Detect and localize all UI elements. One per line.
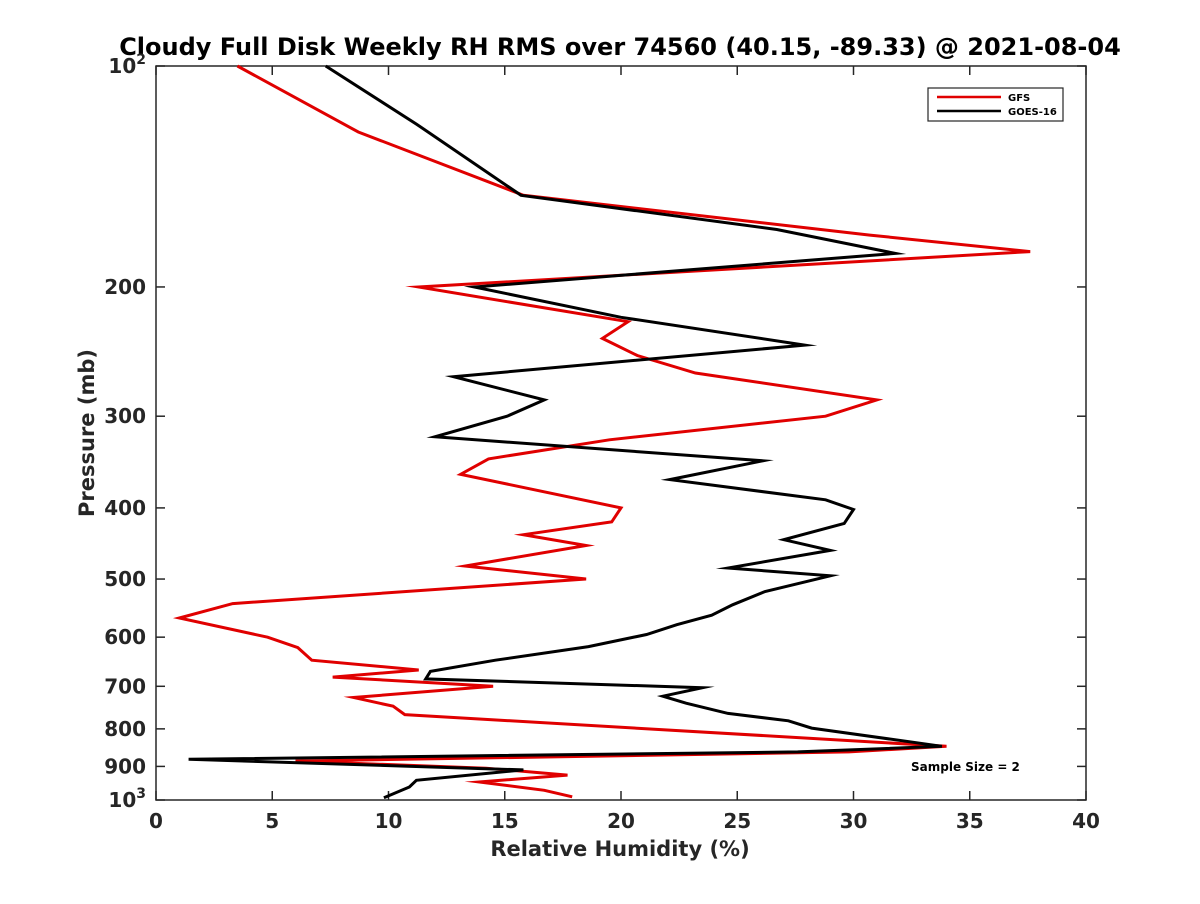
x-tick-label: 40 — [1072, 809, 1100, 833]
y-tick-exponent: 2 — [136, 52, 146, 68]
y-tick-exponent: 3 — [136, 786, 146, 802]
legend: GFS GOES-16 — [927, 87, 1064, 122]
x-tick-label: 5 — [265, 809, 279, 833]
series-line-goes-16 — [188, 64, 943, 800]
y-tick-label: 700 — [104, 674, 146, 698]
y-tick-label: 400 — [104, 496, 146, 520]
x-tick-label: 30 — [840, 809, 868, 833]
legend-label: GOES-16 — [1008, 107, 1057, 118]
x-tick-label: 35 — [956, 809, 984, 833]
legend-label: GFS — [1008, 93, 1030, 104]
x-tick-label: 15 — [491, 809, 519, 833]
y-tick-label: 600 — [104, 625, 146, 649]
sample-size-annotation: Sample Size = 2 — [911, 760, 1020, 774]
series-lines — [172, 64, 1031, 800]
x-tick-label: 10 — [375, 809, 403, 833]
y-tick-label: 200 — [104, 275, 146, 299]
x-tick-label: 25 — [723, 809, 751, 833]
x-axis: 0 5 10 15 20 25 30 35 40 — [149, 66, 1100, 833]
y-axis-label: Pressure (mb) — [75, 349, 99, 517]
y-tick-label: 900 — [104, 754, 146, 778]
x-axis-label: Relative Humidity (%) — [490, 837, 749, 861]
x-tick-label: 0 — [149, 809, 163, 833]
chart-title: Cloudy Full Disk Weekly RH RMS over 7456… — [119, 33, 1121, 61]
y-tick-label: 300 — [104, 404, 146, 428]
x-tick-label: 20 — [607, 809, 635, 833]
y-tick-label: 500 — [104, 567, 146, 591]
legend-box — [927, 87, 1064, 122]
y-tick-label: 800 — [104, 717, 146, 741]
